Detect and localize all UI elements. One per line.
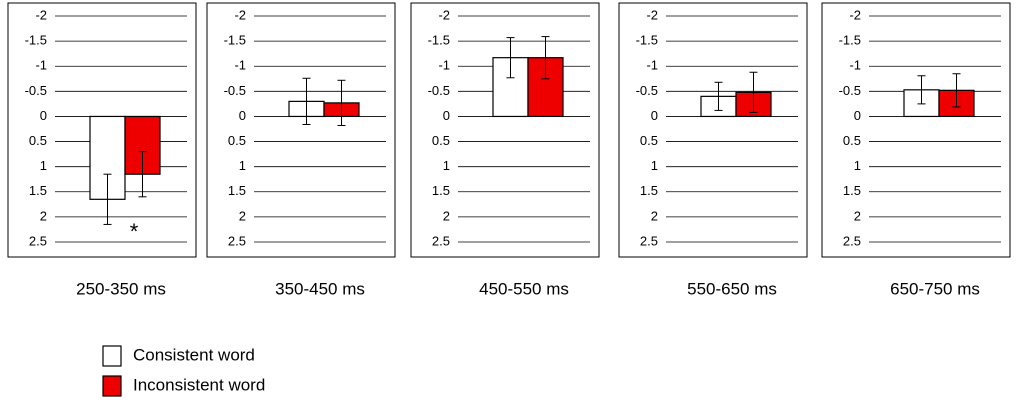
- y-tick-label: -1: [35, 58, 47, 73]
- legend-label: Inconsistent word: [133, 375, 265, 394]
- y-tick-label: -2: [438, 7, 450, 22]
- error-bar: [337, 79, 346, 126]
- panel-title: 350-450 ms: [275, 279, 365, 298]
- legend-swatch: [102, 375, 122, 397]
- legend-swatch: [102, 345, 122, 367]
- y-tick-label: 0.5: [228, 133, 246, 148]
- panel-frame: [821, 2, 1011, 258]
- y-tick-label: 1: [239, 158, 246, 173]
- y-tick-label: 0: [40, 108, 47, 123]
- y-tick-label: -0.5: [636, 83, 658, 98]
- panel-frame: [206, 2, 396, 258]
- y-tick-label: 1.5: [432, 183, 450, 198]
- y-tick-label: 0: [854, 108, 861, 123]
- y-tick-label: -0.5: [428, 83, 450, 98]
- panel-frame: [410, 2, 600, 258]
- y-tick-label: 0: [651, 108, 658, 123]
- y-tick-label: 1: [651, 158, 658, 173]
- panel-title: 650-750 ms: [890, 279, 980, 298]
- y-tick-label: 0.5: [843, 133, 861, 148]
- error-bar: [138, 151, 147, 198]
- y-tick-label: -1.5: [25, 33, 47, 48]
- y-tick-label: -1: [646, 58, 658, 73]
- y-tick-label: 0: [443, 108, 450, 123]
- error-bar: [917, 75, 926, 105]
- y-tick-label: 2.5: [29, 233, 47, 248]
- y-tick-label: 1.5: [640, 183, 658, 198]
- y-tick-label: -1: [438, 58, 450, 73]
- panel-title: 250-350 ms: [76, 279, 166, 298]
- error-bar: [749, 71, 758, 113]
- error-bar: [952, 73, 961, 108]
- panel-frame: [618, 2, 808, 258]
- y-tick-label: 2.5: [640, 233, 658, 248]
- y-tick-label: 1.5: [843, 183, 861, 198]
- panel-title: 450-550 ms: [479, 279, 569, 298]
- y-tick-label: 2: [651, 208, 658, 223]
- y-tick-label: -2: [35, 7, 47, 22]
- error-bar: [103, 173, 112, 225]
- y-tick-label: 1.5: [228, 183, 246, 198]
- y-tick-label: -2: [646, 7, 658, 22]
- y-tick-label: -1: [234, 58, 246, 73]
- error-bar: [714, 81, 723, 111]
- y-tick-label: 0.5: [29, 133, 47, 148]
- y-tick-label: 1.5: [29, 183, 47, 198]
- y-tick-label: -0.5: [224, 83, 246, 98]
- y-tick-label: 0: [239, 108, 246, 123]
- y-tick-label: 2: [40, 208, 47, 223]
- y-tick-label: -0.5: [25, 83, 47, 98]
- panel-title: 550-650 ms: [687, 279, 777, 298]
- y-tick-label: -1.5: [839, 33, 861, 48]
- y-tick-label: 1: [854, 158, 861, 173]
- y-tick-label: 1: [443, 158, 450, 173]
- y-tick-label: -1.5: [428, 33, 450, 48]
- y-tick-label: -2: [849, 7, 861, 22]
- y-tick-label: 2: [239, 208, 246, 223]
- y-tick-label: -1.5: [224, 33, 246, 48]
- panel-frame: [7, 2, 197, 258]
- y-tick-label: -1: [849, 58, 861, 73]
- y-tick-label: 1: [40, 158, 47, 173]
- error-bar: [506, 37, 515, 79]
- legend-label: Consistent word: [133, 345, 255, 364]
- y-tick-label: -1.5: [636, 33, 658, 48]
- y-tick-label: 2.5: [843, 233, 861, 248]
- y-tick-label: 2: [443, 208, 450, 223]
- y-tick-label: 0.5: [432, 133, 450, 148]
- y-tick-label: 0.5: [640, 133, 658, 148]
- y-tick-label: 2.5: [228, 233, 246, 248]
- annotation: *: [130, 219, 139, 244]
- y-tick-label: -0.5: [839, 83, 861, 98]
- y-tick-label: 2.5: [432, 233, 450, 248]
- error-bar: [302, 77, 311, 125]
- error-bar: [541, 36, 550, 80]
- y-tick-label: 2: [854, 208, 861, 223]
- y-tick-label: -2: [234, 7, 246, 22]
